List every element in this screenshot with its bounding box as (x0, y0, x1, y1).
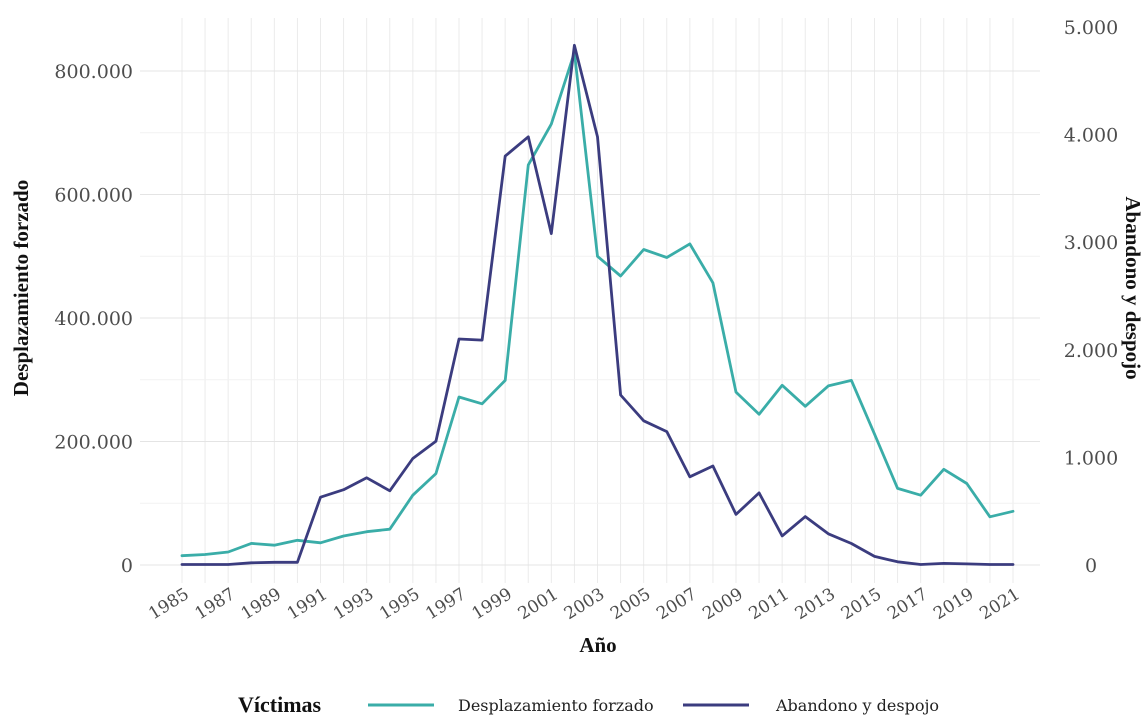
x-axis-title: Año (579, 633, 616, 657)
x-tick-label: 2015 (838, 584, 885, 624)
y-right-tick-label: 1.000 (1064, 447, 1118, 469)
y-right-tick-label: 4.000 (1064, 125, 1118, 147)
y-axis-left-title: Desplazamiento forzado (9, 180, 33, 396)
x-tick-label: 1997 (422, 584, 469, 624)
series-lines (180, 43, 1015, 566)
y-axis-left-ticks: 0 200.000 400.000 600.000 800.000 (54, 61, 133, 577)
y-right-tick-label: 5.000 (1064, 17, 1118, 39)
x-tick-label: 2005 (607, 584, 654, 624)
series-line-desplazamiento (180, 51, 1015, 558)
x-axis-ticks: 1985198719891991199319951997199920012003… (145, 584, 1023, 624)
x-tick-label: 1999 (469, 584, 516, 624)
x-tick-label: 2001 (515, 584, 562, 624)
legend-label-desplazamiento: Desplazamiento forzado (458, 696, 654, 715)
x-tick-label: 1985 (145, 584, 192, 624)
y-right-tick-label: 3.000 (1064, 232, 1118, 254)
x-tick-label: 1995 (376, 584, 423, 624)
x-tick-label: 2009 (699, 584, 746, 624)
x-tick-label: 2003 (561, 584, 608, 624)
x-tick-label: 1987 (192, 584, 239, 624)
y-left-tick-label: 600.000 (54, 185, 133, 207)
x-tick-label: 2013 (792, 584, 839, 624)
x-tick-label: 2011 (746, 584, 793, 624)
legend-label-abandono: Abandono y despojo (775, 696, 939, 715)
legend: Víctimas Desplazamiento forzado Abandono… (238, 692, 939, 715)
x-tick-label: 1991 (284, 584, 331, 624)
x-tick-label: 2019 (930, 584, 977, 624)
x-tick-label: 2021 (976, 584, 1023, 624)
y-axis-right-ticks: 0 1.000 2.000 3.000 4.000 5.000 (1064, 17, 1118, 577)
x-tick-label: 1993 (330, 584, 377, 624)
y-left-tick-label: 200.000 (54, 432, 133, 454)
y-right-tick-label: 0 (1085, 555, 1097, 577)
y-left-tick-label: 400.000 (54, 308, 133, 330)
y-axis-right-title: Abandono y despojo (1121, 196, 1145, 379)
x-tick-label: 2007 (653, 584, 700, 624)
y-left-tick-label: 0 (121, 555, 133, 577)
x-tick-label: 1989 (238, 584, 285, 624)
x-tick-label: 2017 (884, 584, 931, 624)
legend-title: Víctimas (238, 692, 322, 715)
y-left-tick-label: 800.000 (54, 61, 133, 83)
series-line-abandono (180, 43, 1015, 566)
y-right-tick-label: 2.000 (1064, 340, 1118, 362)
grid-lines (140, 18, 1040, 583)
